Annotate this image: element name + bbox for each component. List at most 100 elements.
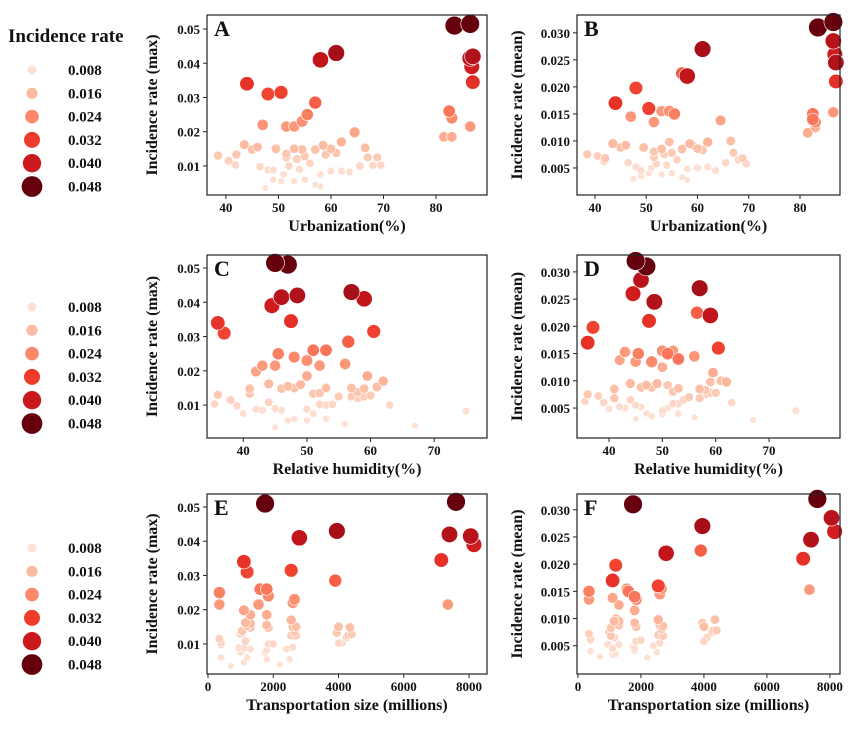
x-tick-label: 6000	[391, 679, 417, 694]
y-tick-label: 0.010	[541, 612, 570, 627]
data-point	[312, 51, 329, 69]
data-point	[584, 629, 594, 639]
legend-marker	[22, 391, 42, 410]
data-point	[360, 142, 371, 153]
x-tick-label: 2000	[260, 679, 286, 694]
data-point	[289, 143, 300, 154]
data-point	[608, 644, 617, 653]
data-point	[698, 621, 709, 632]
data-point	[693, 543, 708, 558]
data-point	[377, 375, 389, 387]
data-point	[606, 631, 616, 641]
data-point	[285, 614, 297, 626]
data-point	[316, 170, 325, 179]
x-tick-label: 60	[709, 443, 722, 458]
data-point	[629, 617, 640, 628]
y-tick-label: 0.005	[541, 401, 571, 416]
data-point	[260, 582, 274, 596]
data-point	[599, 398, 609, 407]
data-point	[702, 136, 714, 148]
data-point	[701, 307, 719, 324]
legend-marker	[22, 154, 42, 173]
data-point	[288, 593, 301, 606]
data-point	[711, 340, 726, 356]
data-point	[213, 598, 226, 611]
panel-letter: F	[584, 495, 597, 520]
data-point	[791, 406, 800, 415]
data-point	[693, 517, 712, 535]
x-tick-label: 80	[430, 200, 443, 215]
data-point	[264, 397, 274, 407]
y-tick-label: 0.05	[177, 261, 200, 276]
data-point	[609, 393, 620, 404]
data-point	[652, 614, 664, 625]
data-point	[334, 391, 344, 402]
panel-d: D 40 50 60 70 0.005 0.010 0.015 0.020 0.025 0.030 R…	[509, 251, 841, 478]
data-point	[368, 160, 378, 170]
data-point	[290, 414, 299, 423]
legend-marker	[21, 413, 43, 434]
data-point	[376, 160, 386, 170]
data-point	[290, 177, 299, 186]
legend-label: 0.032	[68, 611, 102, 627]
data-point	[647, 412, 656, 421]
data-point	[239, 139, 250, 150]
y-tick-label: 0.020	[541, 319, 570, 334]
data-point	[625, 395, 635, 405]
data-point	[308, 95, 323, 110]
data-point	[284, 563, 299, 578]
data-point	[464, 120, 477, 133]
panel-e: E 0 2000 4000 6000 8000 0.01 0.02 0.03 0.04 0.05 Tr…	[144, 492, 488, 714]
data-point	[348, 126, 361, 139]
data-point	[580, 335, 596, 351]
data-point	[605, 572, 621, 588]
data-point	[668, 399, 678, 409]
data-point	[629, 604, 641, 616]
data-point	[261, 609, 273, 621]
data-point	[827, 106, 840, 119]
data-point	[641, 380, 652, 391]
data-point	[342, 283, 361, 301]
data-point	[288, 643, 298, 652]
data-point	[311, 181, 319, 189]
data-point	[240, 617, 251, 628]
data-point	[705, 376, 716, 387]
data-point	[346, 382, 357, 394]
data-point	[363, 152, 373, 163]
legend-marker	[21, 176, 43, 197]
plot-frame	[576, 493, 841, 675]
x-tick-label: 40	[237, 443, 250, 458]
y-tick-label: 0.015	[541, 347, 571, 362]
legend-label: 0.032	[68, 133, 102, 149]
data-point	[672, 155, 682, 165]
data-point	[657, 170, 666, 179]
data-point	[300, 175, 309, 184]
data-point	[623, 494, 643, 515]
data-point	[693, 163, 702, 173]
data-point	[227, 662, 235, 670]
data-point	[283, 313, 299, 329]
y-tick-label: 0.02	[177, 125, 200, 140]
data-point	[322, 414, 330, 423]
data-point	[662, 160, 671, 170]
data-point	[624, 285, 642, 302]
data-point	[269, 175, 278, 184]
data-point	[671, 352, 685, 366]
data-point	[295, 165, 304, 174]
panel-a: A 40 50 60 70 80 0.01 0.02 0.03 0.04 0.05 Urbanizat…	[144, 14, 488, 235]
legend-marker	[25, 109, 39, 124]
data-point	[728, 148, 739, 158]
panel-b: B 40 50 60 70 80 0.005 0.010 0.015 0.020 0.025 0.03…	[509, 12, 845, 235]
y-tick-label: 0.02	[177, 603, 200, 618]
data-point	[625, 378, 636, 389]
data-point	[628, 80, 644, 96]
x-axis-label: Transportation size (millions)	[246, 697, 447, 714]
data-point	[223, 156, 234, 166]
data-point	[334, 638, 343, 648]
data-point	[276, 660, 284, 669]
data-point	[261, 619, 272, 631]
data-point	[641, 101, 656, 116]
data-point	[710, 388, 721, 398]
data-point	[690, 413, 699, 421]
